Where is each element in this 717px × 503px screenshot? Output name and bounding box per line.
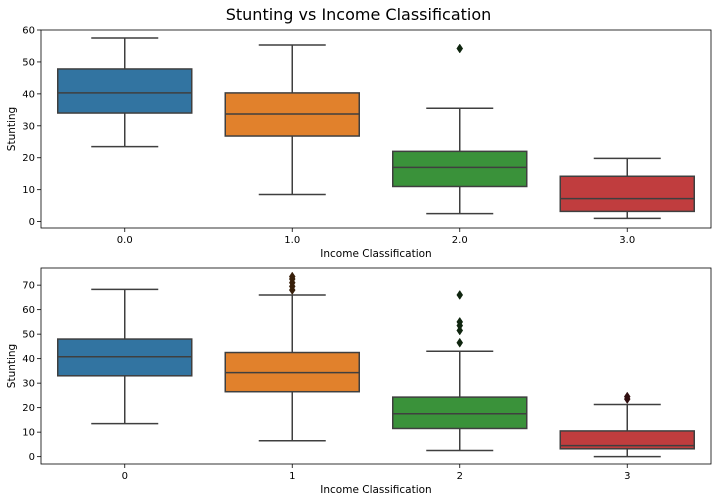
box-0 <box>57 37 193 148</box>
outlier-point <box>623 391 631 402</box>
box-2 <box>392 289 528 452</box>
outlier-point <box>456 289 464 300</box>
y-tick-label: 10 <box>22 185 35 196</box>
outlier-point <box>456 337 464 348</box>
box-1 <box>224 271 360 442</box>
y-tick-label: 60 <box>22 26 35 37</box>
x-tick-label: 0.0 <box>117 235 133 246</box>
x-axis-label: Income Classification <box>320 484 431 496</box>
y-tick-label: 50 <box>22 57 35 68</box>
y-tick-label: 40 <box>22 354 35 365</box>
y-tick-label: 20 <box>22 403 35 414</box>
box-3 <box>559 157 695 220</box>
box-body <box>559 175 695 213</box>
y-tick-label: 0 <box>29 217 35 228</box>
x-tick-label: 0 <box>122 471 128 482</box>
x-axis-label: Income Classification <box>320 248 431 260</box>
box-1 <box>224 44 360 196</box>
y-tick-label: 10 <box>22 428 35 439</box>
box-3 <box>559 391 695 458</box>
box-0 <box>57 288 193 425</box>
y-tick-label: 50 <box>22 330 35 341</box>
box-body <box>392 150 528 188</box>
subplot-bottom: 0 10 20 30 40 50 60 70 0 1 2 3 Income Classification… <box>6 267 712 496</box>
subplot-top: 0 10 20 30 40 50 60 0.0 1.0 2.0 3.0 Income Classifi… <box>6 26 712 260</box>
y-tick-label: 60 <box>22 305 35 316</box>
axes-frame <box>40 267 712 465</box>
outlier-point <box>288 271 296 282</box>
x-tick-label: 2 <box>457 471 463 482</box>
box-body <box>57 68 193 114</box>
axes-frame <box>40 29 712 229</box>
y-axis-label: Stunting <box>6 107 18 151</box>
x-tick-label: 1.0 <box>284 235 300 246</box>
x-tick-label: 3 <box>624 471 630 482</box>
box-body <box>392 396 528 430</box>
y-tick-label: 30 <box>22 121 35 132</box>
y-tick-label: 40 <box>22 89 35 100</box>
x-tick-label: 2.0 <box>452 235 468 246</box>
x-tick-label: 3.0 <box>619 235 635 246</box>
box-body <box>559 430 695 450</box>
figure-title: Stunting vs Income Classification <box>226 5 492 24</box>
y-axis-label: Stunting <box>6 344 18 388</box>
y-tick-label: 20 <box>22 153 35 164</box>
y-tick-label: 70 <box>22 281 35 292</box>
outlier-point <box>456 43 464 54</box>
box-2 <box>392 43 528 215</box>
outlier-point <box>456 316 464 327</box>
y-tick-label: 0 <box>29 452 35 463</box>
y-tick-label: 30 <box>22 379 35 390</box>
x-tick-label: 1 <box>289 471 295 482</box>
